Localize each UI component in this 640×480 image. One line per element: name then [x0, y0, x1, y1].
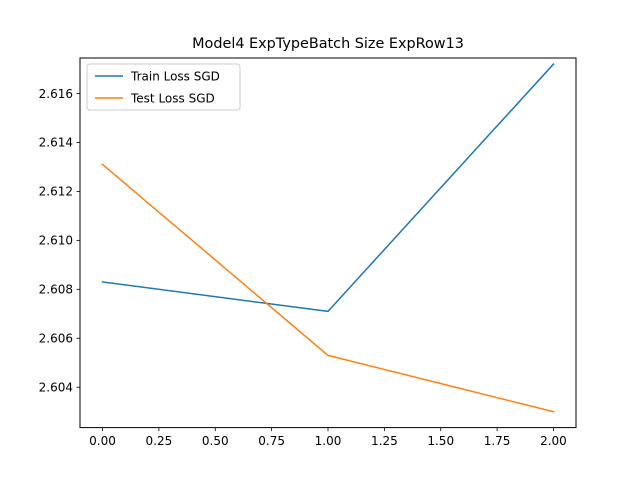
y-tick-label: 2.612: [39, 185, 73, 199]
legend-label: Train Loss SGD: [130, 69, 220, 83]
series-line-train-loss-sgd: [101, 63, 555, 313]
x-tick-label: 1.00: [315, 434, 342, 448]
y-tick-label: 2.604: [39, 381, 73, 395]
x-tick-label: 1.25: [371, 434, 398, 448]
x-tick-label: 0.50: [202, 434, 229, 448]
x-tick-label: 1.50: [427, 434, 454, 448]
series-line-test-loss-sgd: [101, 163, 555, 413]
x-tick-label: 2.00: [540, 434, 567, 448]
chart-title: Model4 ExpTypeBatch Size ExpRow13: [192, 36, 464, 52]
x-tick-label: 0.00: [89, 434, 116, 448]
y-tick-label: 2.606: [39, 332, 73, 346]
legend: Train Loss SGD Test Loss SGD: [86, 63, 241, 111]
legend-frame: [86, 63, 241, 111]
legend-label: Test Loss SGD: [130, 91, 215, 105]
y-tick-label: 2.614: [39, 136, 73, 150]
x-tick-label: 1.75: [484, 434, 511, 448]
x-tick-label: 0.25: [146, 434, 173, 448]
x-tick-label: 0.75: [258, 434, 285, 448]
y-tick-label: 2.616: [39, 87, 73, 101]
series-layer: [101, 63, 555, 413]
y-tick-label: 2.610: [39, 234, 73, 248]
x-axis: 0.00 0.25 0.50 0.75 1.00 1.25 1.50 1.75 2.00: [89, 427, 567, 448]
y-axis: 2.604 2.606 2.608 2.610 2.612 2.614 2.616: [39, 87, 80, 395]
y-tick-label: 2.608: [39, 283, 73, 297]
